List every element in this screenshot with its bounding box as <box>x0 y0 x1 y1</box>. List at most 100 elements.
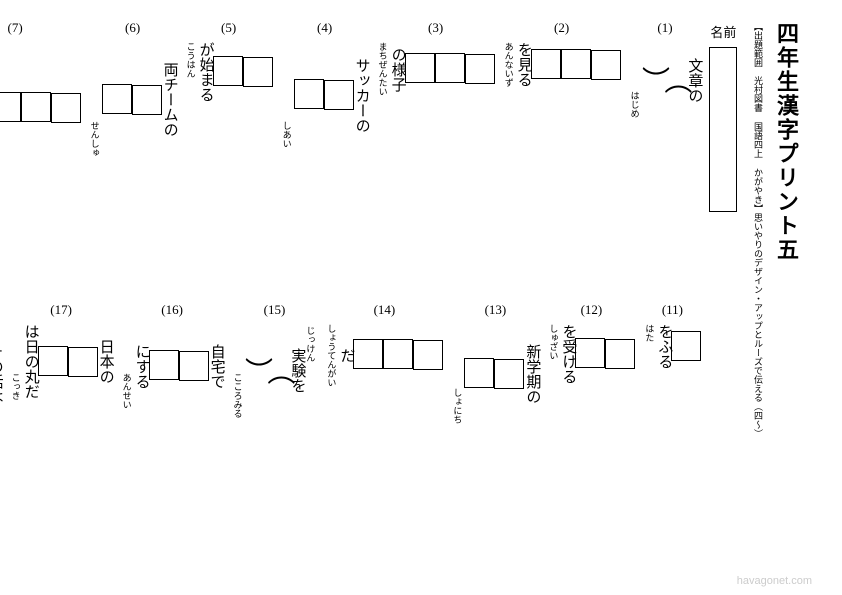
kanji-box[interactable] <box>591 50 621 80</box>
name-input-box[interactable] <box>709 47 737 212</box>
answer-boxes[interactable] <box>149 351 209 381</box>
furigana: こっき <box>10 373 23 400</box>
post-text: を見る <box>516 42 531 87</box>
answer-boxes[interactable] <box>531 50 621 80</box>
row-1: (1)文章の（）はじめ(2)を見るあんないず(3)の様子まちぜんたい(4)サッカ… <box>0 22 705 304</box>
paren-close: ） <box>245 357 267 385</box>
question-column: 文章の（） <box>642 22 702 118</box>
furigana: こうはん <box>185 42 198 78</box>
questions-area: (1)文章の（）はじめ(2)を見るあんないず(3)の様子まちぜんたい(4)サッカ… <box>0 22 705 585</box>
question-number: (14) <box>325 302 443 318</box>
kanji-box[interactable] <box>405 53 435 83</box>
answer-boxes[interactable] <box>102 85 162 115</box>
title: 四年生漢字プリント五 <box>770 22 802 585</box>
question-number: (3) <box>377 20 495 36</box>
question-column: 自宅でにする <box>134 304 224 409</box>
question-number: (16) <box>121 302 224 318</box>
pre-text: 両チームの <box>162 62 177 137</box>
question: (6)両チームのせんしゅ <box>89 22 177 157</box>
pre-text: 日本の <box>98 339 113 384</box>
question: (11) をふるはた <box>643 304 701 369</box>
header: 四年生漢字プリント五 【出題範囲 光村図書 国語四上 かがやき】思いやりのデザイ… <box>705 22 802 585</box>
question-number: (1) <box>629 20 702 36</box>
answer-boxes[interactable] <box>464 359 524 389</box>
furigana: はじめ <box>629 91 642 118</box>
question-column: その話はだ <box>0 304 2 424</box>
question-column: は満員だ <box>0 22 81 174</box>
pre-furigana: じっけん <box>304 326 317 362</box>
source-note: 【出題範囲 光村図書 国語四上 かがやき】思いやりのデザイン・アップとルーズで伝… <box>751 22 764 585</box>
kanji-box[interactable] <box>0 92 21 122</box>
kanji-box[interactable] <box>21 92 51 122</box>
kanji-box[interactable] <box>435 53 465 83</box>
kanji-box[interactable] <box>605 339 635 369</box>
question: (17) 日本の は日の丸だこっき <box>10 304 113 400</box>
post-text: をふる <box>656 324 671 369</box>
furigana: はた <box>643 324 656 342</box>
pre-text: 新学期の <box>524 344 539 404</box>
question-column: 実験を（） <box>245 304 305 418</box>
kanji-box[interactable] <box>464 358 494 388</box>
answer-boxes[interactable] <box>38 347 98 377</box>
answer-boxes[interactable] <box>405 54 495 84</box>
answer-boxes[interactable] <box>213 57 273 87</box>
furigana: しょうてんがい <box>325 324 338 387</box>
kanji-box[interactable] <box>465 54 495 84</box>
kanji-box[interactable] <box>243 57 273 87</box>
kanji-box[interactable] <box>575 338 605 368</box>
kanji-box[interactable] <box>413 340 443 370</box>
post-text: を受ける <box>560 324 575 384</box>
question-column: 新学期の <box>464 304 539 424</box>
question-number: (18) <box>0 302 2 318</box>
kanji-box[interactable] <box>671 331 701 361</box>
kanji-box[interactable] <box>179 351 209 381</box>
furigana: あんせい <box>121 373 134 409</box>
kanji-box[interactable] <box>383 339 413 369</box>
kanji-box[interactable] <box>494 359 524 389</box>
kanji-box[interactable] <box>213 56 243 86</box>
question-number: (7) <box>0 20 81 36</box>
kanji-box[interactable] <box>324 80 354 110</box>
question-number: (2) <box>503 20 621 36</box>
kanji-box[interactable] <box>531 49 561 79</box>
furigana: あんないず <box>503 42 516 87</box>
kanji-box[interactable] <box>353 339 383 369</box>
kanji-box[interactable] <box>132 85 162 115</box>
kanji-box[interactable] <box>149 350 179 380</box>
worksheet-page: 四年生漢字プリント五 【出題範囲 光村図書 国語四上 かがやき】思いやりのデザイ… <box>0 0 842 595</box>
answer-boxes[interactable] <box>353 340 443 370</box>
furigana: しゅざい <box>547 324 560 360</box>
question: (14) だしょうてんがい <box>325 304 443 387</box>
name-label: 名前 <box>710 22 736 41</box>
pre-text: サッカーの <box>354 58 369 133</box>
kanji-box[interactable] <box>561 49 591 79</box>
answer-boxes[interactable] <box>294 80 354 110</box>
question: (16)自宅でにするあんせい <box>121 304 224 409</box>
question-number: (11) <box>643 302 701 318</box>
kanji-box[interactable] <box>294 79 324 109</box>
paren-close: ） <box>642 66 664 94</box>
question: (13)新学期のしょにち <box>451 304 539 424</box>
answer-boxes[interactable] <box>671 331 701 361</box>
pre-text: 自宅で <box>209 344 224 389</box>
furigana: しょにち <box>451 388 464 424</box>
row-2: (11)をふるはた(12)を受けるしゅざい(13)新学期のしょにち(14)だしょ… <box>0 304 705 586</box>
post-text: は日の丸だ <box>23 324 38 399</box>
answer-boxes[interactable] <box>575 339 635 369</box>
answer-boxes[interactable] <box>0 93 81 123</box>
question: (2) を見るあんないず <box>503 22 621 87</box>
question-column: 日本の は日の丸だ <box>23 304 113 400</box>
kanji-box[interactable] <box>102 84 132 114</box>
kanji-box[interactable] <box>68 347 98 377</box>
post-text: だ <box>338 348 353 363</box>
question-number: (15) <box>232 302 318 318</box>
kanji-box[interactable] <box>38 346 68 376</box>
question-number: (17) <box>10 302 113 318</box>
kanji-box[interactable] <box>51 93 81 123</box>
name-field: 名前 <box>709 22 737 585</box>
question-number: (6) <box>89 20 177 36</box>
question-column: サッカーの <box>294 22 369 148</box>
question: (15)じっけん実験を（）こころみる <box>232 304 318 418</box>
question-number: (5) <box>185 20 273 36</box>
question-number: (12) <box>547 302 635 318</box>
